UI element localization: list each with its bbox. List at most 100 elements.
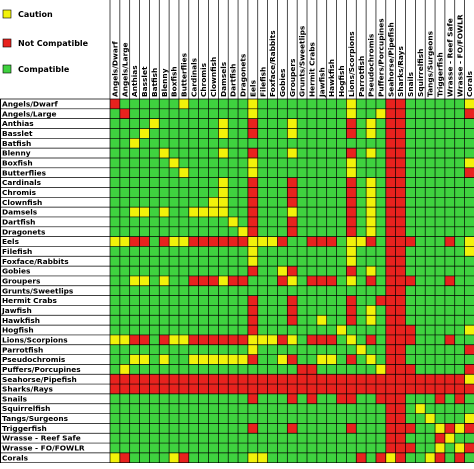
heatmap-cell [336, 256, 347, 267]
heatmap-cell [435, 256, 446, 267]
heatmap-cell [464, 364, 474, 375]
heatmap-cell [346, 256, 357, 267]
heatmap-cell [444, 452, 456, 464]
heatmap-cell [326, 344, 337, 355]
heatmap-cell [149, 443, 160, 454]
heatmap-cell [188, 423, 199, 434]
heatmap-cell [316, 148, 327, 159]
heatmap-cell [336, 266, 347, 277]
heatmap-cell [287, 344, 298, 355]
heatmap-cell [247, 325, 259, 336]
heatmap-cell [444, 167, 456, 178]
legend-swatch-not-compatible [2, 38, 12, 48]
heatmap-cell [149, 246, 160, 257]
heatmap-cell [346, 403, 357, 414]
heatmap-cell [464, 393, 474, 405]
heatmap-cell [119, 128, 130, 139]
heatmap-cell [297, 334, 308, 346]
heatmap-cell [375, 216, 387, 228]
heatmap-cell [385, 216, 396, 228]
column-label: Butterflies [179, 52, 188, 97]
heatmap-cell [119, 334, 130, 346]
heatmap-cell [464, 148, 474, 159]
heatmap-cell [188, 275, 199, 287]
heatmap-cell [247, 403, 259, 414]
heatmap-cell [375, 354, 387, 365]
heatmap-cell [346, 177, 357, 188]
heatmap-cell [395, 423, 406, 434]
heatmap-cell [218, 285, 229, 296]
heatmap-cell [405, 393, 416, 405]
heatmap-cell [415, 334, 426, 346]
heatmap-cell [218, 197, 229, 208]
heatmap-cell [178, 354, 190, 365]
heatmap-cell [267, 197, 278, 208]
heatmap-cell [238, 266, 249, 277]
heatmap-cell [287, 197, 298, 208]
heatmap-cell [110, 344, 121, 355]
heatmap-cell [356, 393, 367, 405]
heatmap-cell [336, 325, 347, 336]
heatmap-cell [188, 315, 199, 326]
heatmap-cell [267, 452, 278, 464]
heatmap-cell [366, 413, 377, 424]
heatmap-cell [218, 256, 229, 267]
heatmap-cell [149, 334, 160, 346]
heatmap-cell [257, 128, 268, 139]
heatmap-cell [247, 108, 259, 119]
heatmap-cell [228, 236, 239, 247]
heatmap-cell [228, 305, 239, 316]
heatmap-cell [188, 433, 199, 444]
heatmap-cell [356, 285, 367, 296]
row-label: Pseudochromis [2, 355, 66, 364]
heatmap-cell [415, 187, 426, 198]
heatmap-cell [454, 285, 465, 296]
heatmap-cell [356, 452, 367, 464]
heatmap-cell [287, 207, 298, 218]
heatmap-cell [425, 393, 436, 405]
heatmap-cell [316, 157, 327, 169]
heatmap-cell [326, 266, 337, 277]
heatmap-cell [356, 157, 367, 169]
heatmap-cell [257, 99, 268, 110]
heatmap-cell [169, 197, 180, 208]
heatmap-cell [228, 452, 239, 464]
heatmap-cell [198, 325, 209, 336]
heatmap-cell [228, 256, 239, 267]
heatmap-cell [110, 266, 121, 277]
heatmap-cell [307, 266, 318, 277]
heatmap-cell [277, 443, 288, 454]
heatmap-cell [208, 403, 219, 414]
heatmap-cell [178, 364, 190, 375]
heatmap-cell [267, 423, 278, 434]
heatmap-cell [464, 325, 474, 336]
heatmap-cell [159, 334, 170, 346]
heatmap-cell [238, 256, 249, 267]
heatmap-cell [385, 266, 396, 277]
heatmap-cell [169, 266, 180, 277]
heatmap-cell [228, 157, 239, 169]
heatmap-cell [169, 423, 180, 434]
heatmap-cell [218, 246, 229, 257]
heatmap-cell [139, 148, 150, 159]
heatmap-cell [464, 138, 474, 149]
heatmap-cell [178, 384, 190, 395]
heatmap-cell [228, 207, 239, 218]
heatmap-cell [238, 315, 249, 326]
heatmap-cell [159, 452, 170, 464]
heatmap-cell [375, 138, 387, 149]
heatmap-cell [326, 443, 337, 454]
heatmap-cell [415, 393, 426, 405]
heatmap-cell [415, 207, 426, 218]
heatmap-cell [247, 305, 259, 316]
heatmap-cell [385, 295, 396, 306]
heatmap-cell [228, 433, 239, 444]
column-label: Seahorse/Pipefish [386, 22, 395, 97]
heatmap-cell [277, 364, 288, 375]
heatmap-cell [366, 364, 377, 375]
heatmap-cell [425, 138, 436, 149]
heatmap-cell [277, 216, 288, 228]
heatmap-cell [395, 108, 406, 119]
heatmap-cell [287, 246, 298, 257]
heatmap-cell [110, 256, 121, 267]
